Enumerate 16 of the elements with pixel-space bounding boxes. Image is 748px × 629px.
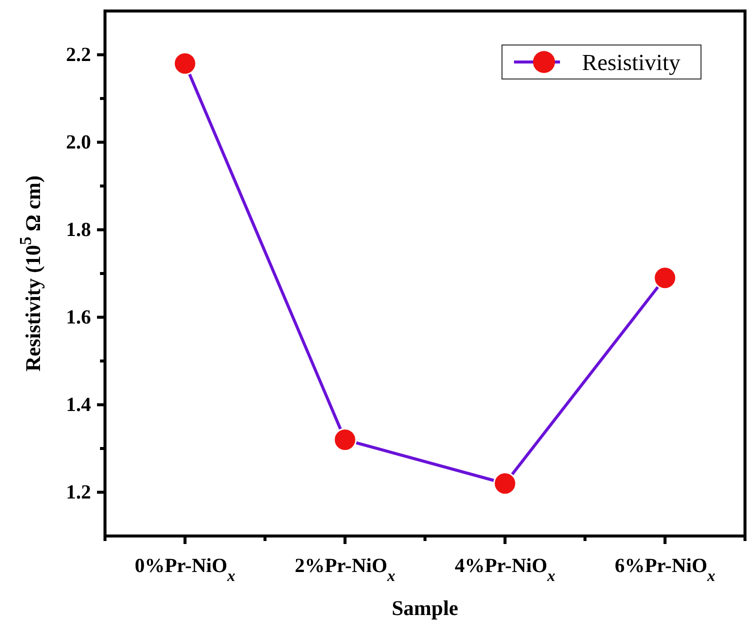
x-tick-label: 0%Pr-NiO$_{x}$ [134,555,236,584]
y-tick-label: 2.2 [66,44,91,66]
point [173,52,197,76]
y-tick-label: 1.4 [66,394,91,416]
y-tick-label: 1.2 [66,482,91,504]
y-tick-label: 1.8 [66,219,91,242]
legend-label: Resistivity [582,50,681,75]
point [333,428,357,452]
y-tick-label: 2.0 [66,132,91,154]
y-tick-label: 1.6 [66,306,91,329]
x-tick-label: 6%Pr-NiO$_{x}$ [614,555,716,584]
x-axis-title: Sample [392,596,458,620]
x-tick-label: 2%Pr-NiO$_{x}$ [294,555,396,584]
point [493,472,517,496]
point [653,266,677,290]
x-tick-label: 4%Pr-NiO$_{x}$ [454,555,556,584]
